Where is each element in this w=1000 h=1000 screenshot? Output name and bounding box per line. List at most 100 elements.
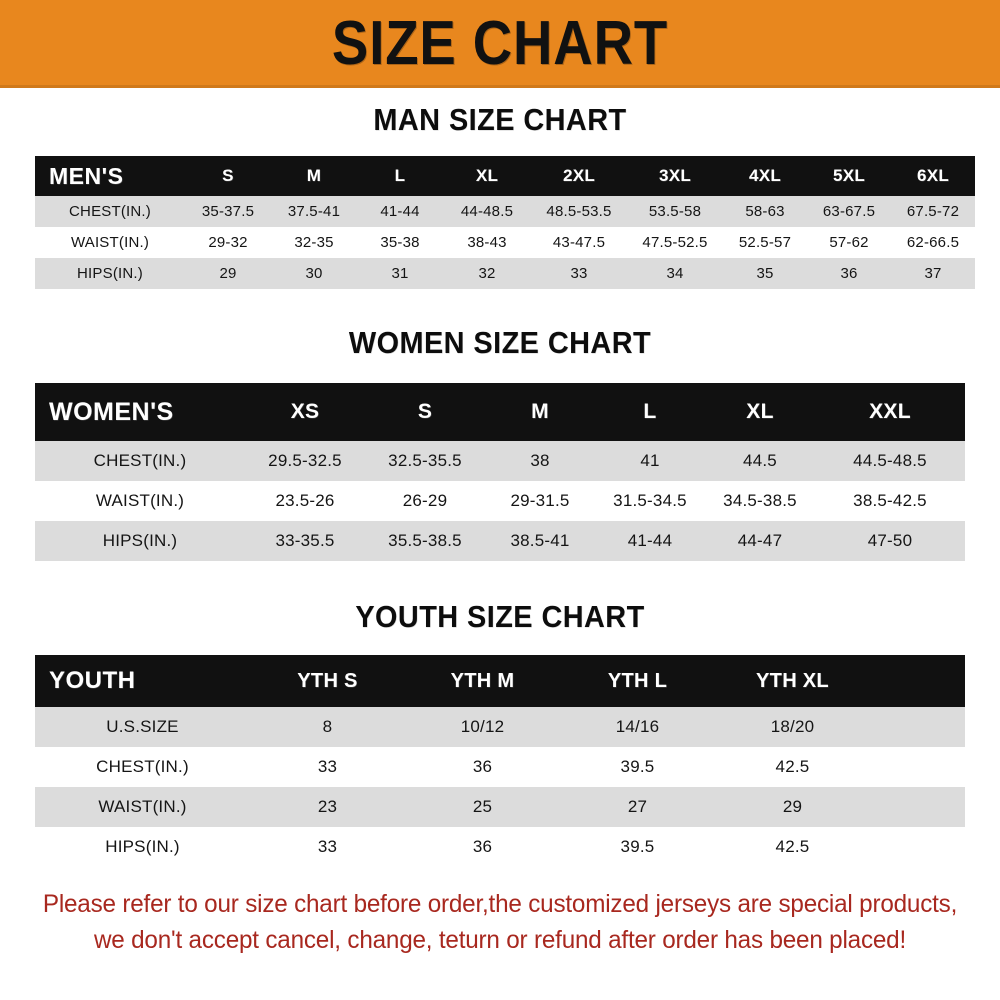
women-size-table: WOMEN'S XS S M L XL XXL CHEST(IN.) 29.5-… — [35, 383, 965, 561]
women-row-label-2: HIPS(IN.) — [102, 531, 178, 550]
women-section-title: WOMEN SIZE CHART — [348, 325, 652, 360]
men-header-label: MEN'S — [49, 162, 124, 189]
men-cell-2-4: 33 — [570, 265, 588, 282]
page-banner: SIZE CHART — [0, 0, 1000, 88]
youth-header-spacer — [870, 655, 965, 707]
women-cell-1-2: 29-31.5 — [510, 491, 570, 510]
table-row: WAIST(IN.) 23 25 27 29 — [35, 787, 965, 827]
youth-row-label-2: WAIST(IN.) — [98, 797, 187, 816]
youth-cell-2-3: 29 — [782, 797, 803, 816]
women-cell-2-4: 44-47 — [737, 531, 783, 550]
men-cell-1-2: 35-38 — [380, 234, 420, 251]
men-cell-2-0: 29 — [219, 265, 237, 282]
men-cell-0-4: 48.5-53.5 — [546, 203, 612, 220]
table-row: U.S.SIZE 8 10/12 14/16 18/20 — [35, 707, 965, 747]
women-cell-2-1: 35.5-38.5 — [388, 531, 462, 550]
youth-cell-0-1: 10/12 — [460, 717, 505, 736]
women-cell-1-5: 38.5-42.5 — [853, 491, 927, 510]
men-cell-2-5: 34 — [666, 265, 684, 282]
men-cell-1-3: 38-43 — [467, 234, 507, 251]
women-cell-0-0: 29.5-32.5 — [268, 451, 342, 470]
youth-cell-1-0: 33 — [317, 757, 338, 776]
men-size-col-0: S — [222, 166, 234, 185]
youth-cell-2-2: 27 — [627, 797, 648, 816]
youth-size-col-1: YTH M — [450, 669, 515, 692]
men-size-col-8: 6XL — [916, 166, 950, 185]
women-cell-1-4: 34.5-38.5 — [723, 491, 797, 510]
youth-row-spacer — [870, 787, 965, 827]
men-cell-1-0: 29-32 — [208, 234, 248, 251]
youth-size-table: YOUTH YTH S YTH M YTH L YTH XL U.S.SIZE … — [35, 655, 965, 867]
women-cell-0-3: 41 — [640, 451, 660, 470]
youth-cell-1-1: 36 — [472, 757, 493, 776]
men-table-header-row: MEN'S S M L XL 2XL 3XL 4XL 5XL 6XL — [35, 156, 975, 196]
table-row: WAIST(IN.) 23.5-26 26-29 29-31.5 31.5-34… — [35, 481, 965, 521]
men-size-col-7: 5XL — [832, 166, 866, 185]
men-cell-1-6: 52.5-57 — [738, 234, 792, 251]
youth-cell-0-0: 8 — [322, 717, 333, 736]
youth-row-spacer — [870, 707, 965, 747]
women-size-col-3: L — [643, 400, 657, 423]
men-cell-0-8: 67.5-72 — [906, 203, 960, 220]
men-row-label-1: WAIST(IN.) — [70, 234, 150, 251]
banner-bottom-edge — [0, 85, 1000, 88]
youth-cell-1-2: 39.5 — [620, 757, 655, 776]
men-cell-2-7: 36 — [840, 265, 858, 282]
women-cell-2-0: 33-35.5 — [275, 531, 335, 550]
women-row-label-1: WAIST(IN.) — [95, 491, 185, 510]
women-cell-0-4: 44.5 — [743, 451, 777, 470]
youth-cell-2-1: 25 — [472, 797, 493, 816]
youth-cell-2-0: 23 — [317, 797, 338, 816]
women-cell-2-5: 47-50 — [867, 531, 913, 550]
women-cell-2-3: 41-44 — [627, 531, 673, 550]
men-cell-2-8: 37 — [924, 265, 942, 282]
table-row: CHEST(IN.) 33 36 39.5 42.5 — [35, 747, 965, 787]
men-cell-0-3: 44-48.5 — [460, 203, 514, 220]
women-section: WOMEN SIZE CHART WOMEN'S XS S M L XL XXL… — [0, 289, 1000, 561]
youth-section: YOUTH SIZE CHART YOUTH YTH S YTH M YTH L… — [0, 561, 1000, 867]
youth-header-label: YOUTH — [49, 667, 136, 694]
women-size-col-0: XS — [290, 400, 320, 423]
women-table-header-row: WOMEN'S XS S M L XL XXL — [35, 383, 965, 441]
youth-cell-3-3: 42.5 — [775, 837, 810, 856]
table-row: WAIST(IN.) 29-32 32-35 35-38 38-43 43-47… — [35, 227, 975, 258]
youth-table-header-row: YOUTH YTH S YTH M YTH L YTH XL — [35, 655, 965, 707]
women-cell-0-2: 38 — [530, 451, 550, 470]
youth-row-label-0: U.S.SIZE — [106, 717, 179, 736]
men-cell-1-5: 47.5-52.5 — [642, 234, 708, 251]
men-size-col-4: 2XL — [562, 166, 596, 185]
men-size-col-1: M — [306, 166, 322, 185]
footer-line-2: we don't accept cancel, change, teturn o… — [93, 925, 907, 954]
youth-section-title: YOUTH SIZE CHART — [355, 599, 645, 634]
table-row: CHEST(IN.) 29.5-32.5 32.5-35.5 38 41 44.… — [35, 441, 965, 481]
table-row: CHEST(IN.) 35-37.5 37.5-41 41-44 44-48.5… — [35, 196, 975, 227]
men-size-col-6: 4XL — [748, 166, 782, 185]
page-title: SIZE CHART — [331, 9, 669, 78]
table-row: HIPS(IN.) 33 36 39.5 42.5 — [35, 827, 965, 867]
women-size-col-5: XXL — [869, 400, 911, 423]
youth-size-col-2: YTH L — [607, 669, 668, 692]
youth-cell-3-2: 39.5 — [620, 837, 655, 856]
women-cell-1-1: 26-29 — [402, 491, 448, 510]
men-size-col-3: XL — [475, 166, 499, 185]
women-size-col-1: S — [417, 400, 433, 423]
men-cell-1-7: 57-62 — [829, 234, 869, 251]
men-cell-2-1: 30 — [305, 265, 323, 282]
youth-cell-0-3: 18/20 — [770, 717, 815, 736]
women-cell-2-2: 38.5-41 — [510, 531, 570, 550]
men-cell-0-0: 35-37.5 — [201, 203, 255, 220]
youth-cell-1-3: 42.5 — [775, 757, 810, 776]
men-cell-1-8: 62-66.5 — [906, 234, 960, 251]
table-row: HIPS(IN.) 29 30 31 32 33 34 35 36 37 — [35, 258, 975, 289]
men-size-col-2: L — [394, 166, 406, 185]
men-section: MAN SIZE CHART MEN'S S M L XL 2XL 3XL 4X… — [0, 88, 1000, 289]
youth-row-spacer — [870, 827, 965, 867]
youth-row-spacer — [870, 747, 965, 787]
men-section-title: MAN SIZE CHART — [373, 102, 627, 137]
footer-disclaimer: Please refer to our size chart before or… — [15, 867, 985, 958]
youth-cell-0-2: 14/16 — [615, 717, 660, 736]
men-row-label-0: CHEST(IN.) — [69, 203, 151, 220]
women-size-col-2: M — [531, 400, 549, 423]
women-cell-0-1: 32.5-35.5 — [388, 451, 462, 470]
women-cell-1-3: 31.5-34.5 — [613, 491, 687, 510]
